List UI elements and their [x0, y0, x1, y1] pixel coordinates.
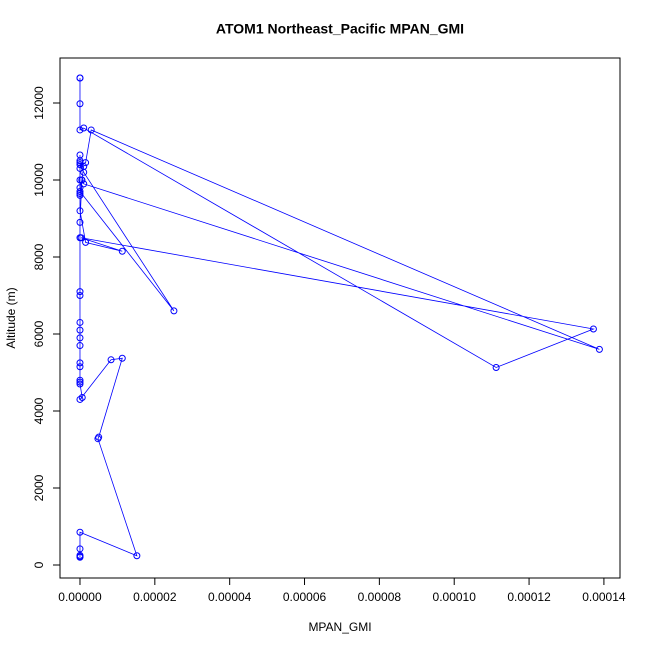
data-point	[76, 188, 84, 196]
data-point	[87, 126, 95, 134]
y-axis-label: Altitude (m)	[4, 287, 18, 348]
data-point	[76, 126, 84, 134]
x-axis-label: MPAN_GMI	[308, 620, 371, 634]
data-point	[76, 74, 84, 82]
data-point	[76, 359, 84, 367]
data-point	[80, 180, 88, 188]
x-tick-label: 0.00000	[58, 590, 102, 604]
y-tick-label: 8000	[32, 243, 46, 270]
data-point	[76, 378, 84, 386]
data-point	[94, 435, 102, 443]
data-point	[76, 176, 84, 184]
y-tick-label: 10000	[32, 163, 46, 197]
data-point	[80, 163, 88, 171]
x-tick-label: 0.00012	[507, 590, 551, 604]
data-point	[76, 342, 84, 350]
data-point	[76, 100, 84, 108]
data-point	[76, 395, 84, 403]
data-point	[76, 363, 84, 371]
y-tick-label: 6000	[32, 320, 46, 347]
x-tick-label: 0.00004	[208, 590, 252, 604]
plot-box	[59, 57, 621, 579]
y-tick-label: 12000	[32, 86, 46, 120]
data-point	[76, 184, 84, 192]
data-point	[82, 238, 90, 246]
x-tick-label: 0.00002	[133, 590, 177, 604]
data-point	[107, 356, 115, 364]
data-point	[76, 207, 84, 215]
data-point	[76, 380, 84, 388]
data-point	[133, 552, 141, 560]
chart-title: ATOM1 Northeast_Pacific MPAN_GMI	[216, 21, 464, 37]
data-point	[76, 159, 84, 167]
y-tick-label: 2000	[32, 474, 46, 501]
data-point	[80, 124, 88, 132]
data-point	[118, 247, 126, 255]
data-point	[589, 325, 597, 333]
data-point	[76, 545, 84, 553]
data-point	[78, 176, 86, 184]
data-point	[595, 345, 603, 353]
data-point	[492, 363, 500, 371]
x-tick-label: 0.00010	[433, 590, 477, 604]
data-point	[76, 528, 84, 536]
data-point	[76, 151, 84, 159]
data-point	[76, 334, 84, 342]
data-point	[76, 288, 84, 296]
data-line	[79, 77, 600, 558]
data-point	[76, 553, 84, 561]
x-tick-label: 0.00014	[582, 590, 626, 604]
x-tick-label: 0.00008	[358, 590, 402, 604]
data-point	[76, 234, 84, 242]
y-tick-label: 4000	[32, 397, 46, 424]
data-point	[76, 218, 84, 226]
y-tick-label: 0	[32, 561, 46, 568]
data-point	[76, 191, 84, 199]
data-point	[76, 318, 84, 326]
data-point	[76, 376, 84, 384]
data-point	[78, 394, 86, 402]
data-point	[76, 326, 84, 334]
x-tick-label: 0.00006	[283, 590, 327, 604]
data-point	[118, 354, 126, 362]
data-point	[76, 291, 84, 299]
data-point	[170, 307, 178, 315]
